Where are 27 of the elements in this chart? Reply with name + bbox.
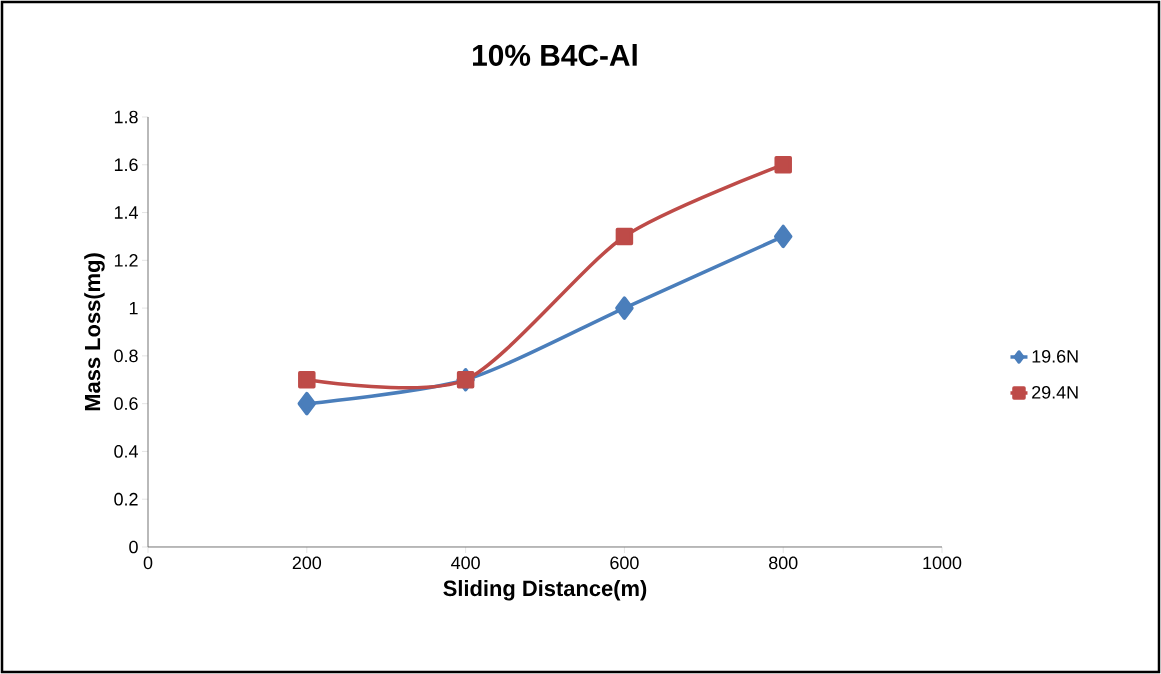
- x-tick-label: 400: [451, 556, 480, 570]
- legend-label: 19.6N: [1032, 349, 1078, 363]
- chart-title: 10% B4C-Al: [473, 44, 637, 66]
- x-tick-label: 600: [610, 556, 639, 570]
- y-tick-label: 1.6: [114, 158, 138, 172]
- legend-label: 29.4N: [1032, 385, 1078, 399]
- point: [615, 296, 634, 320]
- y-tick-label: 1.8: [114, 110, 138, 124]
- point: [615, 227, 634, 246]
- y-tick-label: 1.4: [114, 206, 138, 219]
- y-axis-title: Mass Loss(mg): [84, 253, 105, 411]
- y-tick-label: 0.6: [114, 397, 138, 410]
- y-tick-label: 0: [129, 540, 138, 554]
- point: [773, 224, 793, 249]
- y-tick-label: 1.2: [114, 254, 138, 267]
- x-tick-label: 800: [769, 556, 798, 570]
- y-tick-label: 0.4: [114, 445, 138, 458]
- point: [774, 156, 792, 174]
- y-tick-label: 0.2: [114, 492, 138, 506]
- x-tick-label: 200: [292, 556, 322, 570]
- point: [298, 371, 316, 389]
- x-tick-label: 1000: [923, 556, 962, 570]
- point: [297, 391, 317, 416]
- x-axis-title: Sliding Distance(m): [443, 580, 647, 601]
- y-tick-label: 0.8: [114, 349, 138, 363]
- x-tick-label: 0: [143, 556, 153, 570]
- y-tick-label: 1: [129, 301, 138, 315]
